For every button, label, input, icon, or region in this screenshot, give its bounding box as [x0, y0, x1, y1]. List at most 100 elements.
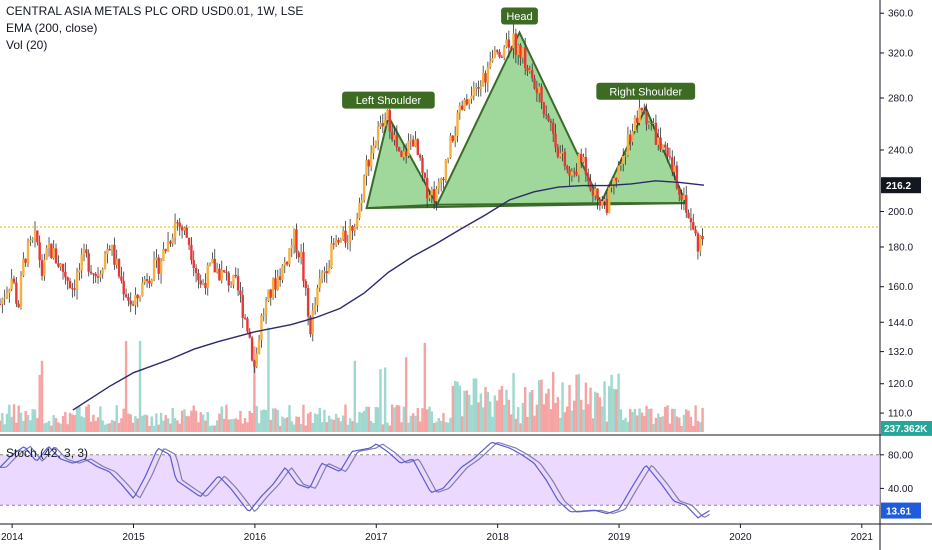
volume-bar: [453, 380, 457, 432]
candle-body: [299, 251, 303, 258]
candle-body: [29, 240, 32, 242]
volume-bar: [615, 389, 618, 432]
candle-body: [208, 263, 212, 266]
volume-bar: [647, 408, 651, 432]
volume-bar: [337, 417, 340, 432]
candle-body: [430, 189, 434, 196]
volume-bar: [554, 402, 557, 432]
volume-bar: [526, 416, 529, 432]
volume-bar: [556, 397, 560, 432]
volume-bar: [1, 413, 4, 432]
volume-bar: [397, 405, 401, 432]
volume-bar: [327, 415, 331, 432]
time-axis[interactable]: 2014 2015 2016 2017 2018 2019 2020 2021: [1, 524, 873, 543]
candle-body: [388, 109, 392, 132]
volume-bar: [5, 413, 9, 432]
candle-body: [169, 241, 172, 244]
volume-bar: [0, 420, 2, 432]
candle-body: [85, 249, 88, 254]
candle-body: [666, 147, 669, 157]
candle-body: [603, 198, 606, 202]
volume-bar: [73, 415, 76, 432]
candle-body: [136, 294, 139, 299]
candle-body: [474, 87, 478, 89]
volume-bar: [516, 407, 520, 432]
volume-bar: [680, 425, 683, 432]
candle-body: [292, 229, 296, 246]
price-tick-label: 360.0: [888, 9, 913, 20]
price-axis[interactable]: 360.0 320.0 280.0 240.0 200.0 180.0 160.0 144.0…: [880, 9, 932, 519]
candle-body: [57, 263, 60, 267]
candle-body: [491, 58, 494, 62]
volume-bar: [617, 373, 620, 432]
volume-bar: [404, 357, 408, 432]
volume-bar: [243, 418, 247, 432]
volume-bar: [500, 385, 504, 432]
volume-bar: [82, 417, 86, 432]
volume-bar: [143, 414, 146, 432]
candle-body: [659, 137, 662, 150]
volume-bar: [531, 390, 534, 432]
volume-bar: [164, 415, 167, 432]
volume-bar: [559, 417, 562, 432]
candle-body: [566, 166, 569, 170]
volume-bar: [612, 388, 616, 432]
candle-body: [171, 237, 174, 244]
candle-body: [316, 287, 319, 305]
volume-bar: [134, 416, 137, 432]
candle-body: [502, 47, 506, 58]
candle-body: [66, 277, 69, 281]
volume-bar: [299, 423, 303, 432]
candle-body: [540, 86, 543, 103]
volume-bar: [325, 422, 328, 432]
volume-bar: [157, 424, 160, 432]
candle-body: [598, 199, 602, 206]
last-price-tag: [881, 177, 921, 194]
volume-bar: [180, 410, 184, 432]
candle-body: [3, 297, 6, 299]
ema-line: [72, 180, 705, 411]
candle-body: [131, 304, 135, 306]
volume-bar: [638, 408, 641, 432]
candle-body: [24, 258, 27, 263]
volume-bar: [481, 407, 485, 432]
volume-bar: [409, 415, 413, 432]
volume-bar: [477, 402, 480, 432]
candle-body: [178, 222, 181, 227]
candle-body: [243, 317, 247, 319]
volume-bar: [122, 408, 125, 432]
volume-bar: [689, 416, 693, 432]
volume-bar: [295, 416, 298, 432]
candle-body: [629, 134, 632, 142]
volume-bar: [479, 393, 483, 432]
volume-bar: [211, 425, 214, 432]
candle-body: [22, 258, 25, 276]
volume-bar: [654, 417, 658, 432]
candle-body: [622, 155, 625, 164]
candle-body: [519, 44, 522, 58]
volume-bar: [423, 342, 427, 432]
candle-body: [274, 278, 277, 290]
candle-body: [283, 262, 286, 266]
pattern-label-box: [501, 7, 538, 25]
candle-body: [549, 120, 553, 123]
volume-bars: [0, 327, 704, 432]
volume-bar: [45, 422, 48, 432]
candle-body: [346, 241, 349, 243]
volume-tag: [881, 421, 932, 435]
candle-body: [255, 353, 258, 367]
volume-bar: [127, 413, 130, 432]
candle-body: [617, 165, 620, 181]
volume-bar: [379, 369, 382, 432]
candle-body: [526, 67, 529, 72]
price-tick-label: 120.0: [888, 379, 913, 390]
volume-bar: [568, 384, 571, 432]
volume-bar: [29, 420, 32, 432]
volume-bar: [124, 341, 128, 432]
candle-body: [285, 262, 289, 265]
volume-bar: [502, 404, 506, 432]
volume-bar: [608, 386, 611, 432]
candle-body: [327, 267, 331, 274]
left-shoulder-triangle: [365, 113, 439, 210]
